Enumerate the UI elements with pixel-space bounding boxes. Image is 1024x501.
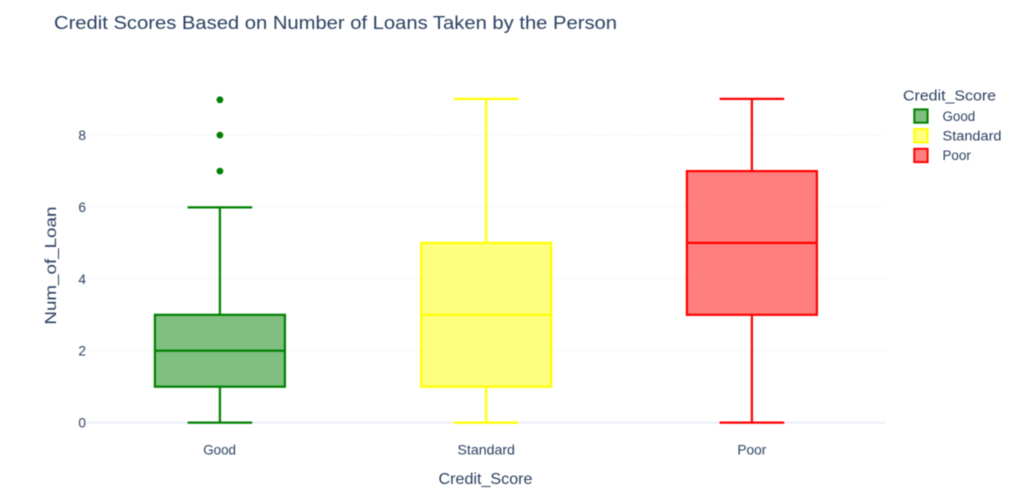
svg-text:6: 6 xyxy=(78,200,86,215)
svg-text:Good: Good xyxy=(203,442,236,457)
svg-text:2: 2 xyxy=(78,344,86,359)
svg-text:Num_of_Loan: Num_of_Loan xyxy=(43,207,60,325)
svg-text:Credit_Score: Credit_Score xyxy=(903,89,996,105)
svg-text:Poor: Poor xyxy=(737,442,767,457)
svg-text:Good: Good xyxy=(943,109,976,124)
svg-text:Poor: Poor xyxy=(943,148,972,163)
svg-text:Standard: Standard xyxy=(457,442,515,457)
svg-text:Credit_Score: Credit_Score xyxy=(439,471,533,488)
svg-text:Credit Scores Based on Number: Credit Scores Based on Number of Loans T… xyxy=(54,13,617,34)
svg-text:8: 8 xyxy=(78,128,86,143)
svg-text:Standard: Standard xyxy=(943,129,1002,144)
svg-text:0: 0 xyxy=(78,416,86,431)
svg-text:4: 4 xyxy=(78,272,86,287)
